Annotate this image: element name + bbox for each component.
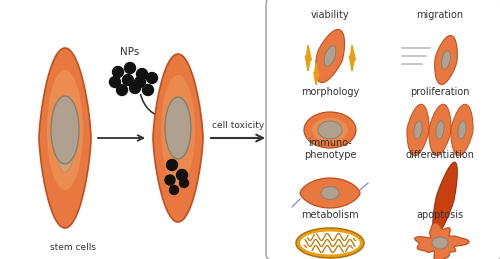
Text: NPs: NPs — [120, 47, 140, 57]
Ellipse shape — [318, 121, 342, 139]
Ellipse shape — [296, 228, 364, 258]
Text: metabolism: metabolism — [301, 210, 359, 220]
Polygon shape — [153, 54, 203, 222]
Ellipse shape — [47, 70, 83, 190]
FancyBboxPatch shape — [266, 0, 500, 259]
Ellipse shape — [161, 75, 195, 185]
Ellipse shape — [300, 232, 360, 255]
Polygon shape — [414, 223, 469, 259]
Circle shape — [116, 84, 128, 96]
Circle shape — [136, 68, 147, 80]
Circle shape — [122, 75, 134, 85]
Polygon shape — [432, 162, 458, 236]
Ellipse shape — [442, 51, 450, 69]
Text: cell toxicity: cell toxicity — [212, 121, 264, 130]
Circle shape — [180, 178, 188, 188]
Circle shape — [166, 160, 177, 170]
Circle shape — [112, 67, 124, 77]
Ellipse shape — [324, 46, 336, 66]
Ellipse shape — [458, 121, 466, 139]
Ellipse shape — [432, 237, 448, 249]
Text: apoptosis: apoptosis — [416, 210, 464, 220]
Text: stem cells: stem cells — [50, 243, 96, 252]
Polygon shape — [300, 178, 360, 208]
Ellipse shape — [414, 121, 422, 139]
Polygon shape — [306, 45, 312, 71]
Ellipse shape — [51, 96, 79, 164]
Text: differentiation: differentiation — [406, 150, 474, 160]
Circle shape — [170, 185, 178, 195]
Text: migration: migration — [416, 10, 464, 20]
Circle shape — [130, 83, 140, 93]
Polygon shape — [434, 35, 458, 84]
Ellipse shape — [55, 104, 75, 172]
Polygon shape — [451, 104, 473, 156]
Polygon shape — [314, 63, 319, 85]
Circle shape — [134, 76, 145, 88]
Text: proliferation: proliferation — [410, 87, 470, 97]
Ellipse shape — [312, 118, 348, 142]
Ellipse shape — [436, 121, 444, 139]
Circle shape — [110, 76, 120, 88]
Polygon shape — [350, 45, 356, 71]
Text: viability: viability — [310, 10, 350, 20]
Circle shape — [146, 73, 158, 83]
Circle shape — [165, 175, 175, 185]
Ellipse shape — [304, 112, 356, 148]
Polygon shape — [429, 104, 451, 156]
Polygon shape — [316, 30, 344, 83]
Ellipse shape — [165, 97, 191, 159]
Text: morphology: morphology — [301, 87, 359, 97]
Polygon shape — [39, 48, 91, 228]
Circle shape — [176, 169, 188, 181]
Text: immuno-
phenotype: immuno- phenotype — [304, 138, 356, 160]
Circle shape — [124, 62, 136, 74]
Polygon shape — [407, 104, 429, 156]
Ellipse shape — [321, 186, 339, 199]
Circle shape — [142, 84, 154, 96]
